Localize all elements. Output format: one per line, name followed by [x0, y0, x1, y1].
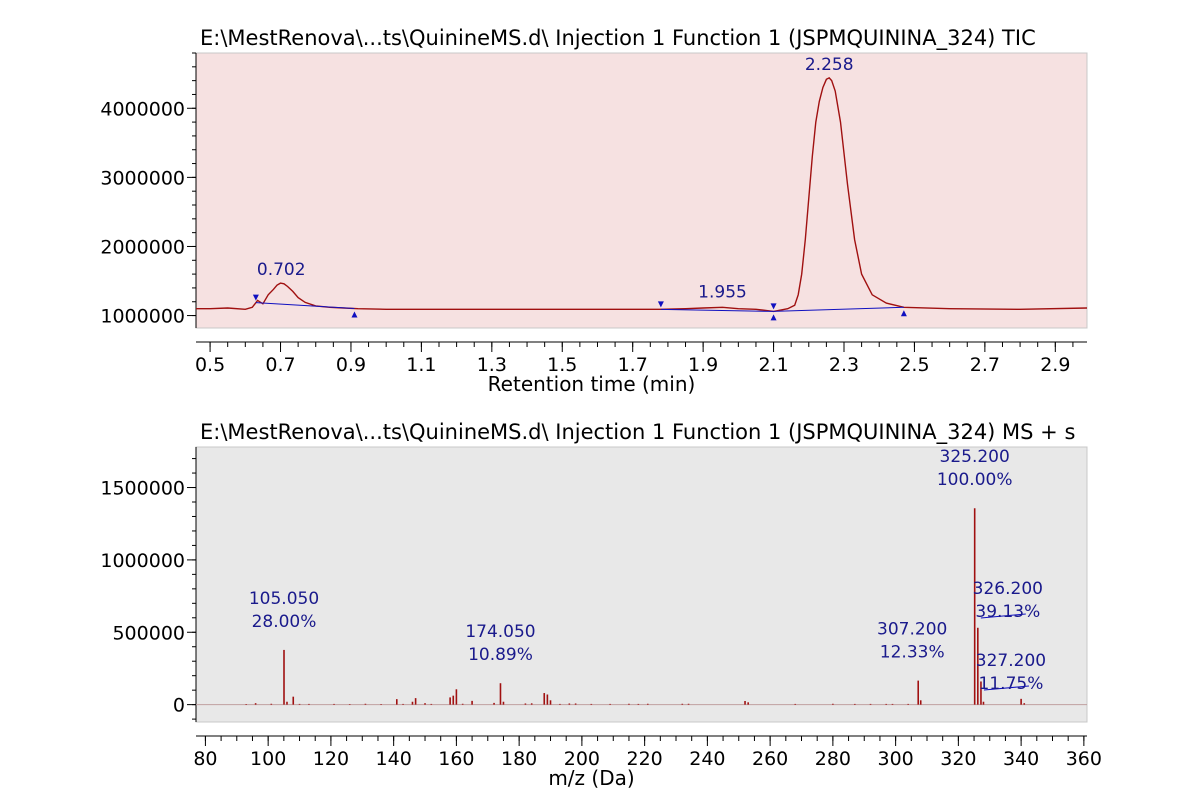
ms-x-tick-label: 200	[564, 748, 600, 770]
tic-x-tick-label: 0.5	[195, 354, 225, 376]
tic-x-tick-label: 2.3	[829, 354, 859, 376]
ms-peak-percent-label: 28.00%	[252, 612, 317, 632]
tic-x-tick-label: 1.7	[618, 354, 648, 376]
ms-x-tick-label: 220	[627, 748, 663, 770]
ms-x-tick-label: 320	[940, 748, 976, 770]
tic-integration-baseline	[660, 308, 774, 312]
ms-y-tick-label: 1000000	[100, 550, 185, 572]
ms-peak-mz-label: 327.200	[976, 651, 1046, 671]
ms-x-tick-label: 100	[250, 748, 286, 770]
tic-y-tick-label: 2000000	[100, 236, 185, 258]
tic-integration-baseline	[773, 306, 904, 312]
ms-peak-percent-label: 100.00%	[937, 470, 1013, 490]
tic-peak-end-marker	[351, 311, 358, 318]
ms-peak-mz-label: 325.200	[940, 447, 1010, 467]
ms-x-tick-label: 180	[501, 748, 537, 770]
tic-peak-start-marker	[657, 301, 664, 308]
ms-peak-mz-label: 105.050	[249, 589, 319, 609]
tic-x-axis-label: Retention time (min)	[488, 372, 696, 396]
tic-x-tick-label: 2.9	[1040, 354, 1070, 376]
ms-chart-title: E:\MestRenova\...ts\QuinineMS.d\ Injecti…	[200, 420, 1076, 444]
tic-x-tick-label: 1.9	[688, 354, 718, 376]
ms-peak-mz-label: 307.200	[877, 620, 947, 640]
tic-x-tick-label: 1.3	[477, 354, 507, 376]
tic-y-tick-label: 4000000	[100, 98, 185, 120]
tic-peak-label: 0.702	[257, 260, 306, 280]
tic-x-tick-label: 2.1	[758, 354, 788, 376]
ms-x-tick-label: 360	[1066, 748, 1102, 770]
ms-plot-area	[195, 446, 1088, 723]
tic-y-tick-label: 1000000	[100, 306, 185, 328]
ms-x-tick-label: 120	[313, 748, 349, 770]
ms-x-tick-label: 300	[877, 748, 913, 770]
tic-x-tick-label: 0.7	[265, 354, 295, 376]
tic-peak-end-marker	[900, 310, 907, 317]
tic-x-tick-label: 0.9	[336, 354, 366, 376]
ms-x-tick-label: 240	[689, 748, 725, 770]
tic-peak-start-marker	[770, 303, 777, 310]
ms-peak-percent-label: 10.89%	[468, 645, 533, 665]
ms-annotation-leader	[980, 613, 1026, 619]
tic-plot-area	[195, 52, 1088, 329]
tic-peak-start-marker	[252, 294, 259, 301]
tic-x-tick-label: 1.5	[547, 354, 577, 376]
ms-peak-mz-label: 174.050	[465, 622, 535, 642]
ms-x-tick-label: 340	[1003, 748, 1039, 770]
ms-x-axis-label: m/z (Da)	[548, 766, 634, 790]
ms-x-tick-label: 140	[376, 748, 412, 770]
tic-integration-baseline	[255, 302, 355, 309]
tic-peak-label: 1.955	[698, 282, 747, 302]
ms-y-tick-label: 0	[173, 695, 185, 717]
ms-peak-percent-label: 39.13%	[975, 602, 1040, 622]
tic-peak-end-marker	[770, 314, 777, 321]
ms-peak-percent-label: 12.33%	[880, 643, 945, 663]
ms-y-tick-label: 500000	[112, 622, 185, 644]
ms-x-tick-label: 160	[438, 748, 474, 770]
tic-x-tick-label: 1.1	[406, 354, 436, 376]
tic-y-tick-label: 3000000	[100, 167, 185, 189]
ms-annotation-leader	[983, 685, 1030, 691]
tic-chart-title: E:\MestRenova\...ts\QuinineMS.d\ Injecti…	[200, 26, 1036, 50]
tic-x-tick-label: 2.5	[899, 354, 929, 376]
tic-trace-line	[196, 77, 1088, 313]
ms-x-tick-label: 80	[193, 748, 217, 770]
ms-peak-mz-label: 326.200	[973, 579, 1043, 599]
ms-y-tick-label: 1500000	[100, 478, 185, 500]
tic-x-tick-label: 2.7	[970, 354, 1000, 376]
ms-peak-percent-label: 11.75%	[979, 674, 1044, 694]
ms-x-tick-label: 260	[752, 748, 788, 770]
ms-x-tick-label: 280	[815, 748, 851, 770]
tic-peak-label: 2.258	[805, 55, 854, 75]
